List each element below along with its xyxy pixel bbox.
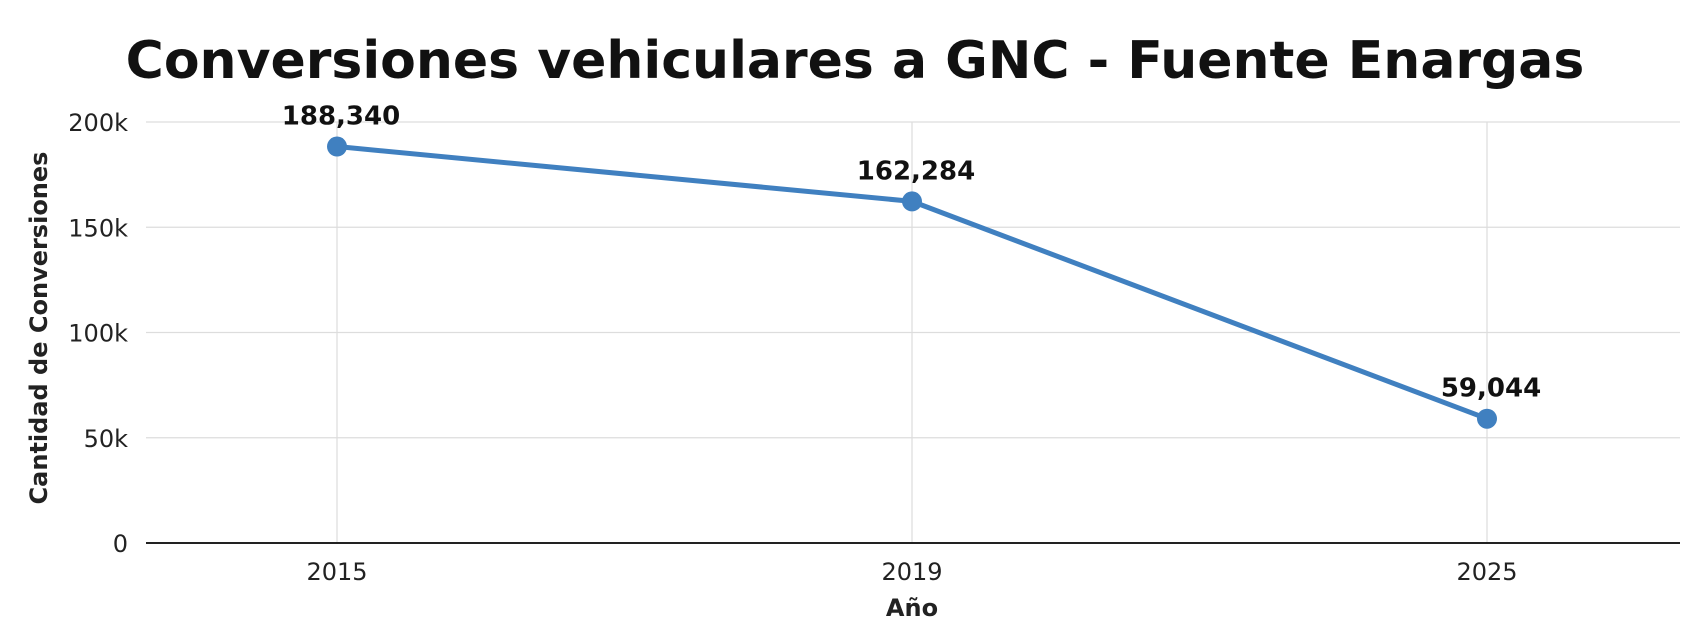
data-value-label: 188,340 [282, 102, 400, 132]
data-point [327, 136, 347, 157]
series [327, 136, 1497, 429]
data-labels: 188,340 162,284 59,044 [282, 102, 1541, 404]
data-point [1477, 408, 1497, 429]
data-point [902, 191, 922, 212]
x-tick-label: 2015 [306, 558, 367, 586]
x-tick-label: 2025 [1456, 558, 1517, 586]
chart-title: Conversiones vehiculares a GNC - Fuente … [126, 31, 1585, 91]
x-axis-label: Año [886, 594, 938, 622]
tick-labels: 0 50k 100k 150k 200k 2015 2019 2025 [68, 109, 1517, 586]
y-axis-label: Cantidad de Conversiones [25, 152, 53, 505]
data-value-label: 59,044 [1441, 374, 1541, 404]
x-tick-label: 2019 [881, 558, 942, 586]
y-tick-label: 150k [68, 214, 128, 242]
data-value-label: 162,284 [857, 156, 975, 186]
y-tick-label: 100k [68, 320, 128, 348]
y-tick-label: 50k [84, 425, 129, 453]
y-tick-label: 200k [68, 109, 128, 137]
y-tick-label: 0 [113, 530, 128, 558]
